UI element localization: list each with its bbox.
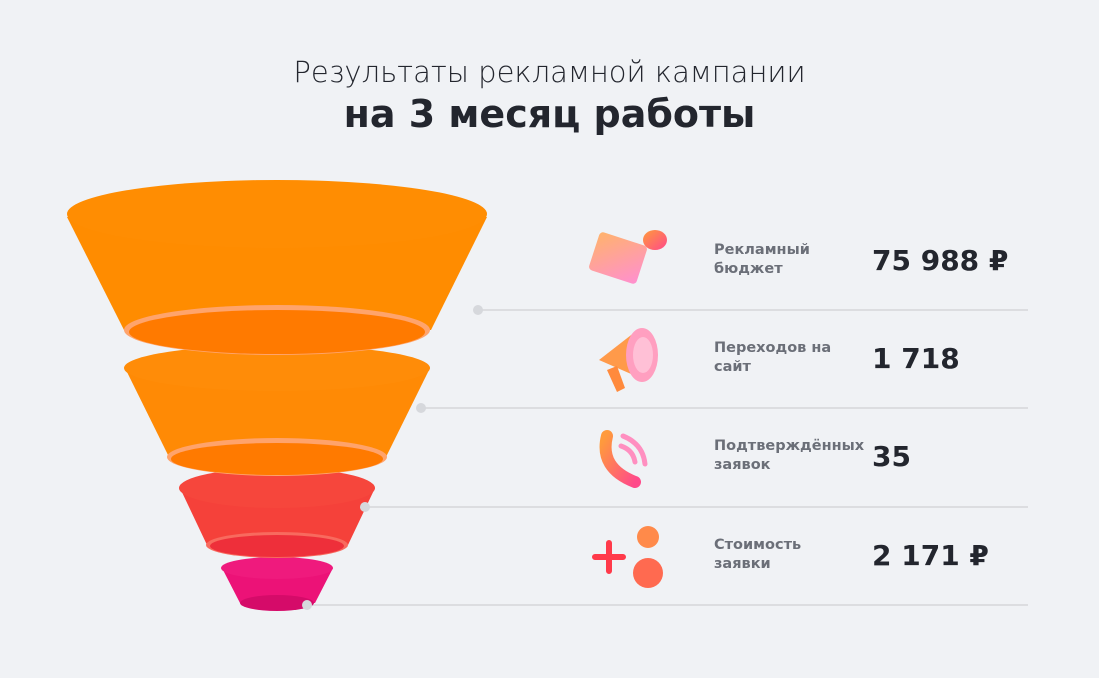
metric-label: Подтверждённых заявок [714, 438, 865, 473]
funnel-stage-4 [221, 557, 333, 611]
metric-row-budget: Рекламный бюджет 75 988 ₽ [585, 222, 1030, 302]
connector-dot [302, 600, 312, 610]
connector-dot [416, 403, 426, 413]
metric-value: 35 [872, 440, 911, 473]
metric-label: Стоимость заявки [714, 537, 802, 572]
title-line-2: на 3 месяц работы [343, 92, 756, 136]
metric-value: 2 171 ₽ [872, 539, 989, 572]
funnel-stage-3 [179, 468, 375, 558]
metric-value: 75 988 ₽ [872, 244, 1009, 277]
phone-call-icon [599, 430, 648, 488]
divider-lines [307, 309, 1028, 606]
metric-label: Рекламный бюджет [714, 242, 810, 277]
metric-row-leads: Подтверждённых заявок 35 [585, 418, 1030, 498]
connector-dot [360, 502, 370, 512]
metric-row-visits: Переходов на сайт 1 718 [585, 320, 1030, 400]
funnel-stage-2 [124, 345, 430, 476]
plus-user-icon [592, 526, 663, 588]
megaphone-icon [599, 328, 658, 392]
title-line-1: Результаты рекламной кампании [293, 55, 806, 89]
connector-dots [302, 305, 483, 610]
funnel-stage-1 [67, 180, 487, 355]
credit-card-coin-icon [589, 230, 667, 284]
connector-dot [473, 305, 483, 315]
metric-value: 1 718 [872, 342, 960, 375]
metric-label: Переходов на сайт [714, 340, 832, 375]
metric-row-lead-cost: Стоимость заявки 2 171 ₽ [585, 517, 1030, 597]
